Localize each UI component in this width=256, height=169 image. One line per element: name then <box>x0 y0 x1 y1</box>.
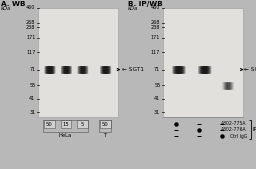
Bar <box>38 8 118 117</box>
Text: 117: 117 <box>26 50 36 55</box>
Text: 268: 268 <box>151 20 160 25</box>
Text: 50: 50 <box>46 122 53 127</box>
Text: 41: 41 <box>29 96 36 101</box>
Text: 31: 31 <box>154 110 160 115</box>
Text: ← SGT1: ← SGT1 <box>122 67 144 72</box>
Text: 71: 71 <box>29 67 36 72</box>
Text: 15: 15 <box>62 122 69 127</box>
Text: B. IP/WB: B. IP/WB <box>128 1 163 7</box>
Text: 5: 5 <box>81 122 84 127</box>
Text: ← SGT1: ← SGT1 <box>244 67 256 72</box>
Text: kDa: kDa <box>1 6 12 11</box>
Text: 238: 238 <box>151 25 160 30</box>
Text: 171: 171 <box>26 35 36 40</box>
Text: 71: 71 <box>154 67 160 72</box>
Text: T: T <box>104 133 107 138</box>
Text: 460: 460 <box>151 5 160 10</box>
Text: 460: 460 <box>26 5 36 10</box>
Text: kDa: kDa <box>128 6 138 11</box>
Bar <box>99 120 111 132</box>
Bar <box>60 120 71 128</box>
Bar <box>100 120 111 128</box>
Text: 117: 117 <box>151 50 160 55</box>
Bar <box>77 120 88 128</box>
Text: A302-775A: A302-775A <box>221 121 247 126</box>
Text: A. WB: A. WB <box>1 1 26 7</box>
Bar <box>44 120 88 132</box>
Text: IP: IP <box>253 127 256 132</box>
Text: 41: 41 <box>154 96 160 101</box>
Text: 171: 171 <box>151 35 160 40</box>
Text: 238: 238 <box>26 25 36 30</box>
Bar <box>44 120 55 128</box>
Text: 31: 31 <box>29 110 36 115</box>
Text: 268: 268 <box>26 20 36 25</box>
Text: HeLa: HeLa <box>59 133 72 138</box>
Bar <box>163 8 243 117</box>
Text: 55: 55 <box>29 83 36 88</box>
Text: 50: 50 <box>102 122 109 127</box>
Text: A302-776A: A302-776A <box>221 127 247 132</box>
Text: 55: 55 <box>154 83 160 88</box>
Text: Ctrl IgG: Ctrl IgG <box>230 134 247 139</box>
